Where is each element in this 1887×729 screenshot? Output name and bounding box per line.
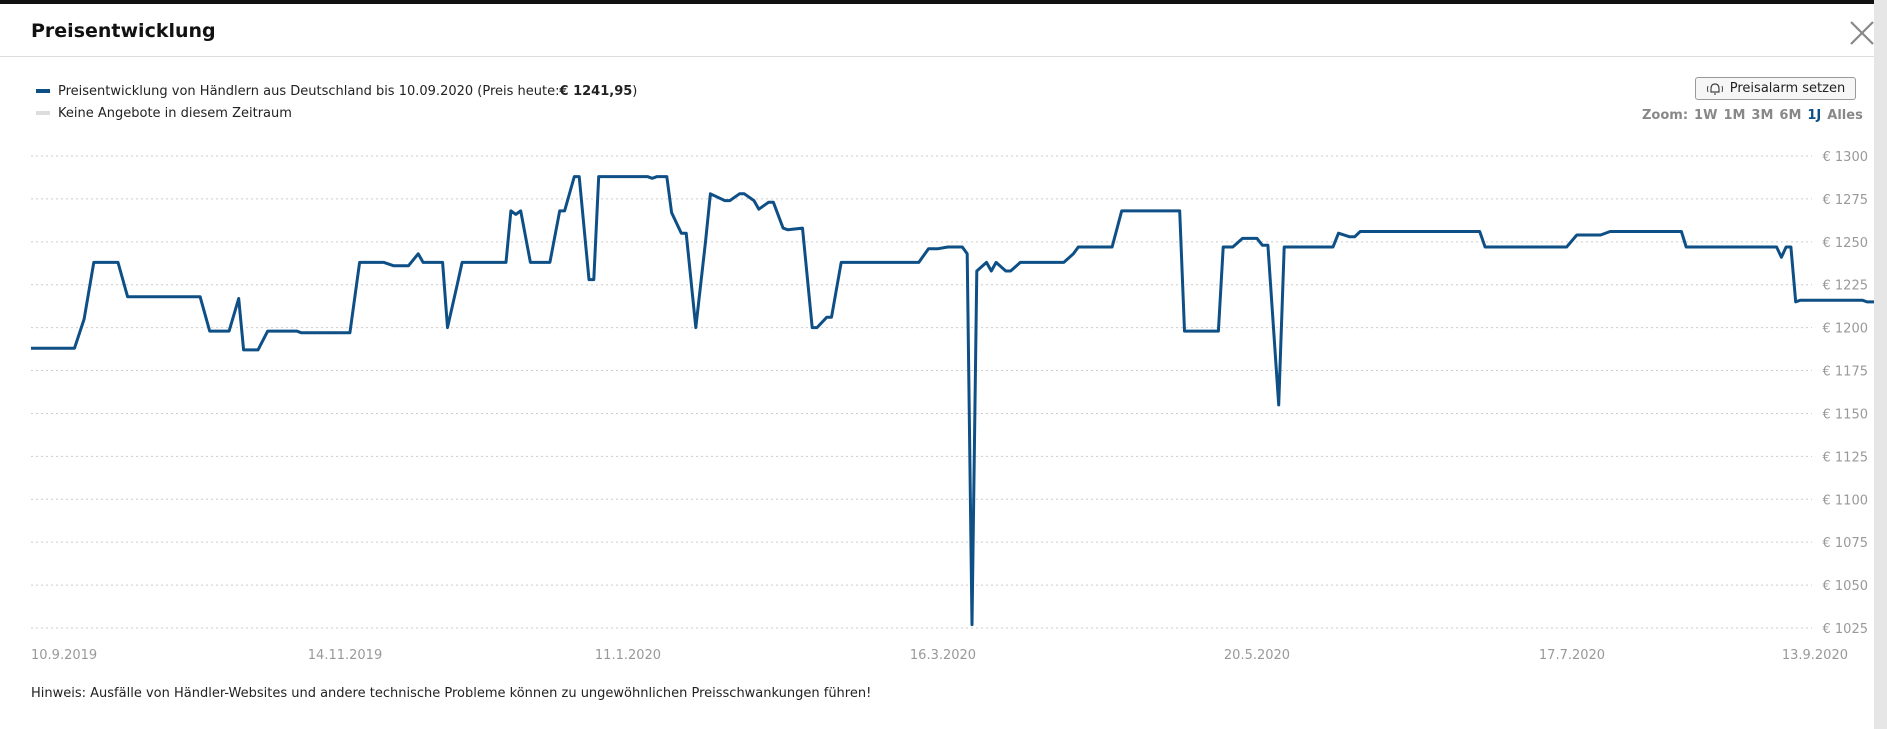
dialog-title: Preisentwicklung bbox=[31, 20, 216, 42]
legend-item-no-offers[interactable]: Keine Angebote in diesem Zeitraum bbox=[36, 102, 637, 124]
set-price-alarm-label: Preisalarm setzen bbox=[1729, 81, 1846, 96]
legend-close-paren: ) bbox=[632, 83, 638, 99]
legend-swatch-no-offers bbox=[36, 111, 50, 115]
y-tick-label: € 1150 bbox=[1823, 407, 1869, 422]
y-tick-label: € 1050 bbox=[1823, 579, 1869, 594]
legend-label-price: Preisentwicklung von Händlern aus Deutsc… bbox=[58, 83, 560, 99]
zoom-option-6m[interactable]: 6M bbox=[1779, 108, 1802, 123]
window-top-edge bbox=[0, 0, 1887, 4]
x-tick-label: 16.3.2020 bbox=[910, 648, 976, 663]
y-tick-label: € 1225 bbox=[1823, 279, 1869, 294]
legend-item-price[interactable]: Preisentwicklung von Händlern aus Deutsc… bbox=[36, 80, 637, 102]
legend-label-no-offers: Keine Angebote in diesem Zeitraum bbox=[58, 105, 292, 121]
y-tick-label: € 1275 bbox=[1823, 193, 1869, 208]
x-tick-label: 14.11.2019 bbox=[308, 648, 382, 663]
y-tick-label: € 1200 bbox=[1823, 322, 1869, 337]
price-chart[interactable]: € 1025 € 1050 € 1075 € 1100 € 1125 € 1150 € 11… bbox=[0, 144, 1874, 674]
zoom-option-1w[interactable]: 1W bbox=[1694, 108, 1718, 123]
zoom-label: Zoom: bbox=[1642, 108, 1689, 123]
legend-swatch-price bbox=[36, 89, 50, 93]
x-tick-label: 13.9.2020 bbox=[1782, 648, 1848, 663]
dialog-header: Preisentwicklung bbox=[0, 4, 1874, 57]
close-icon[interactable] bbox=[1847, 18, 1877, 48]
zoom-option-1m[interactable]: 1M bbox=[1723, 108, 1746, 123]
hint-text: Hinweis: Ausfälle von Händler-Websites u… bbox=[31, 686, 872, 701]
x-tick-label: 20.5.2020 bbox=[1224, 648, 1290, 663]
set-price-alarm-button[interactable]: Preisalarm setzen bbox=[1695, 77, 1856, 100]
y-tick-label: € 1075 bbox=[1823, 536, 1869, 551]
window-right-edge bbox=[1874, 0, 1887, 729]
zoom-option-3m[interactable]: 3M bbox=[1751, 108, 1774, 123]
y-tick-label: € 1100 bbox=[1823, 493, 1869, 508]
y-tick-label: € 1175 bbox=[1823, 365, 1869, 380]
zoom-option-alles[interactable]: Alles bbox=[1827, 108, 1863, 123]
zoom-selector: Zoom: 1W 1M 3M 6M 1J Alles bbox=[1642, 108, 1863, 123]
legend-price-today: € 1241,95 bbox=[559, 83, 633, 99]
y-tick-label: € 1300 bbox=[1823, 150, 1869, 165]
alarm-bell-icon bbox=[1706, 82, 1723, 95]
x-tick-label: 17.7.2020 bbox=[1539, 648, 1605, 663]
x-tick-label: 10.9.2019 bbox=[31, 648, 97, 663]
zoom-option-1j[interactable]: 1J bbox=[1807, 108, 1822, 123]
y-tick-label: € 1125 bbox=[1823, 450, 1869, 465]
y-tick-label: € 1250 bbox=[1823, 236, 1869, 251]
x-tick-label: 11.1.2020 bbox=[595, 648, 661, 663]
y-tick-label: € 1025 bbox=[1823, 622, 1869, 637]
chart-legend: Preisentwicklung von Händlern aus Deutsc… bbox=[36, 80, 637, 124]
price-history-dialog: Preisentwicklung Preisentwicklung von Hä… bbox=[0, 4, 1874, 729]
series-line bbox=[31, 175, 1874, 627]
